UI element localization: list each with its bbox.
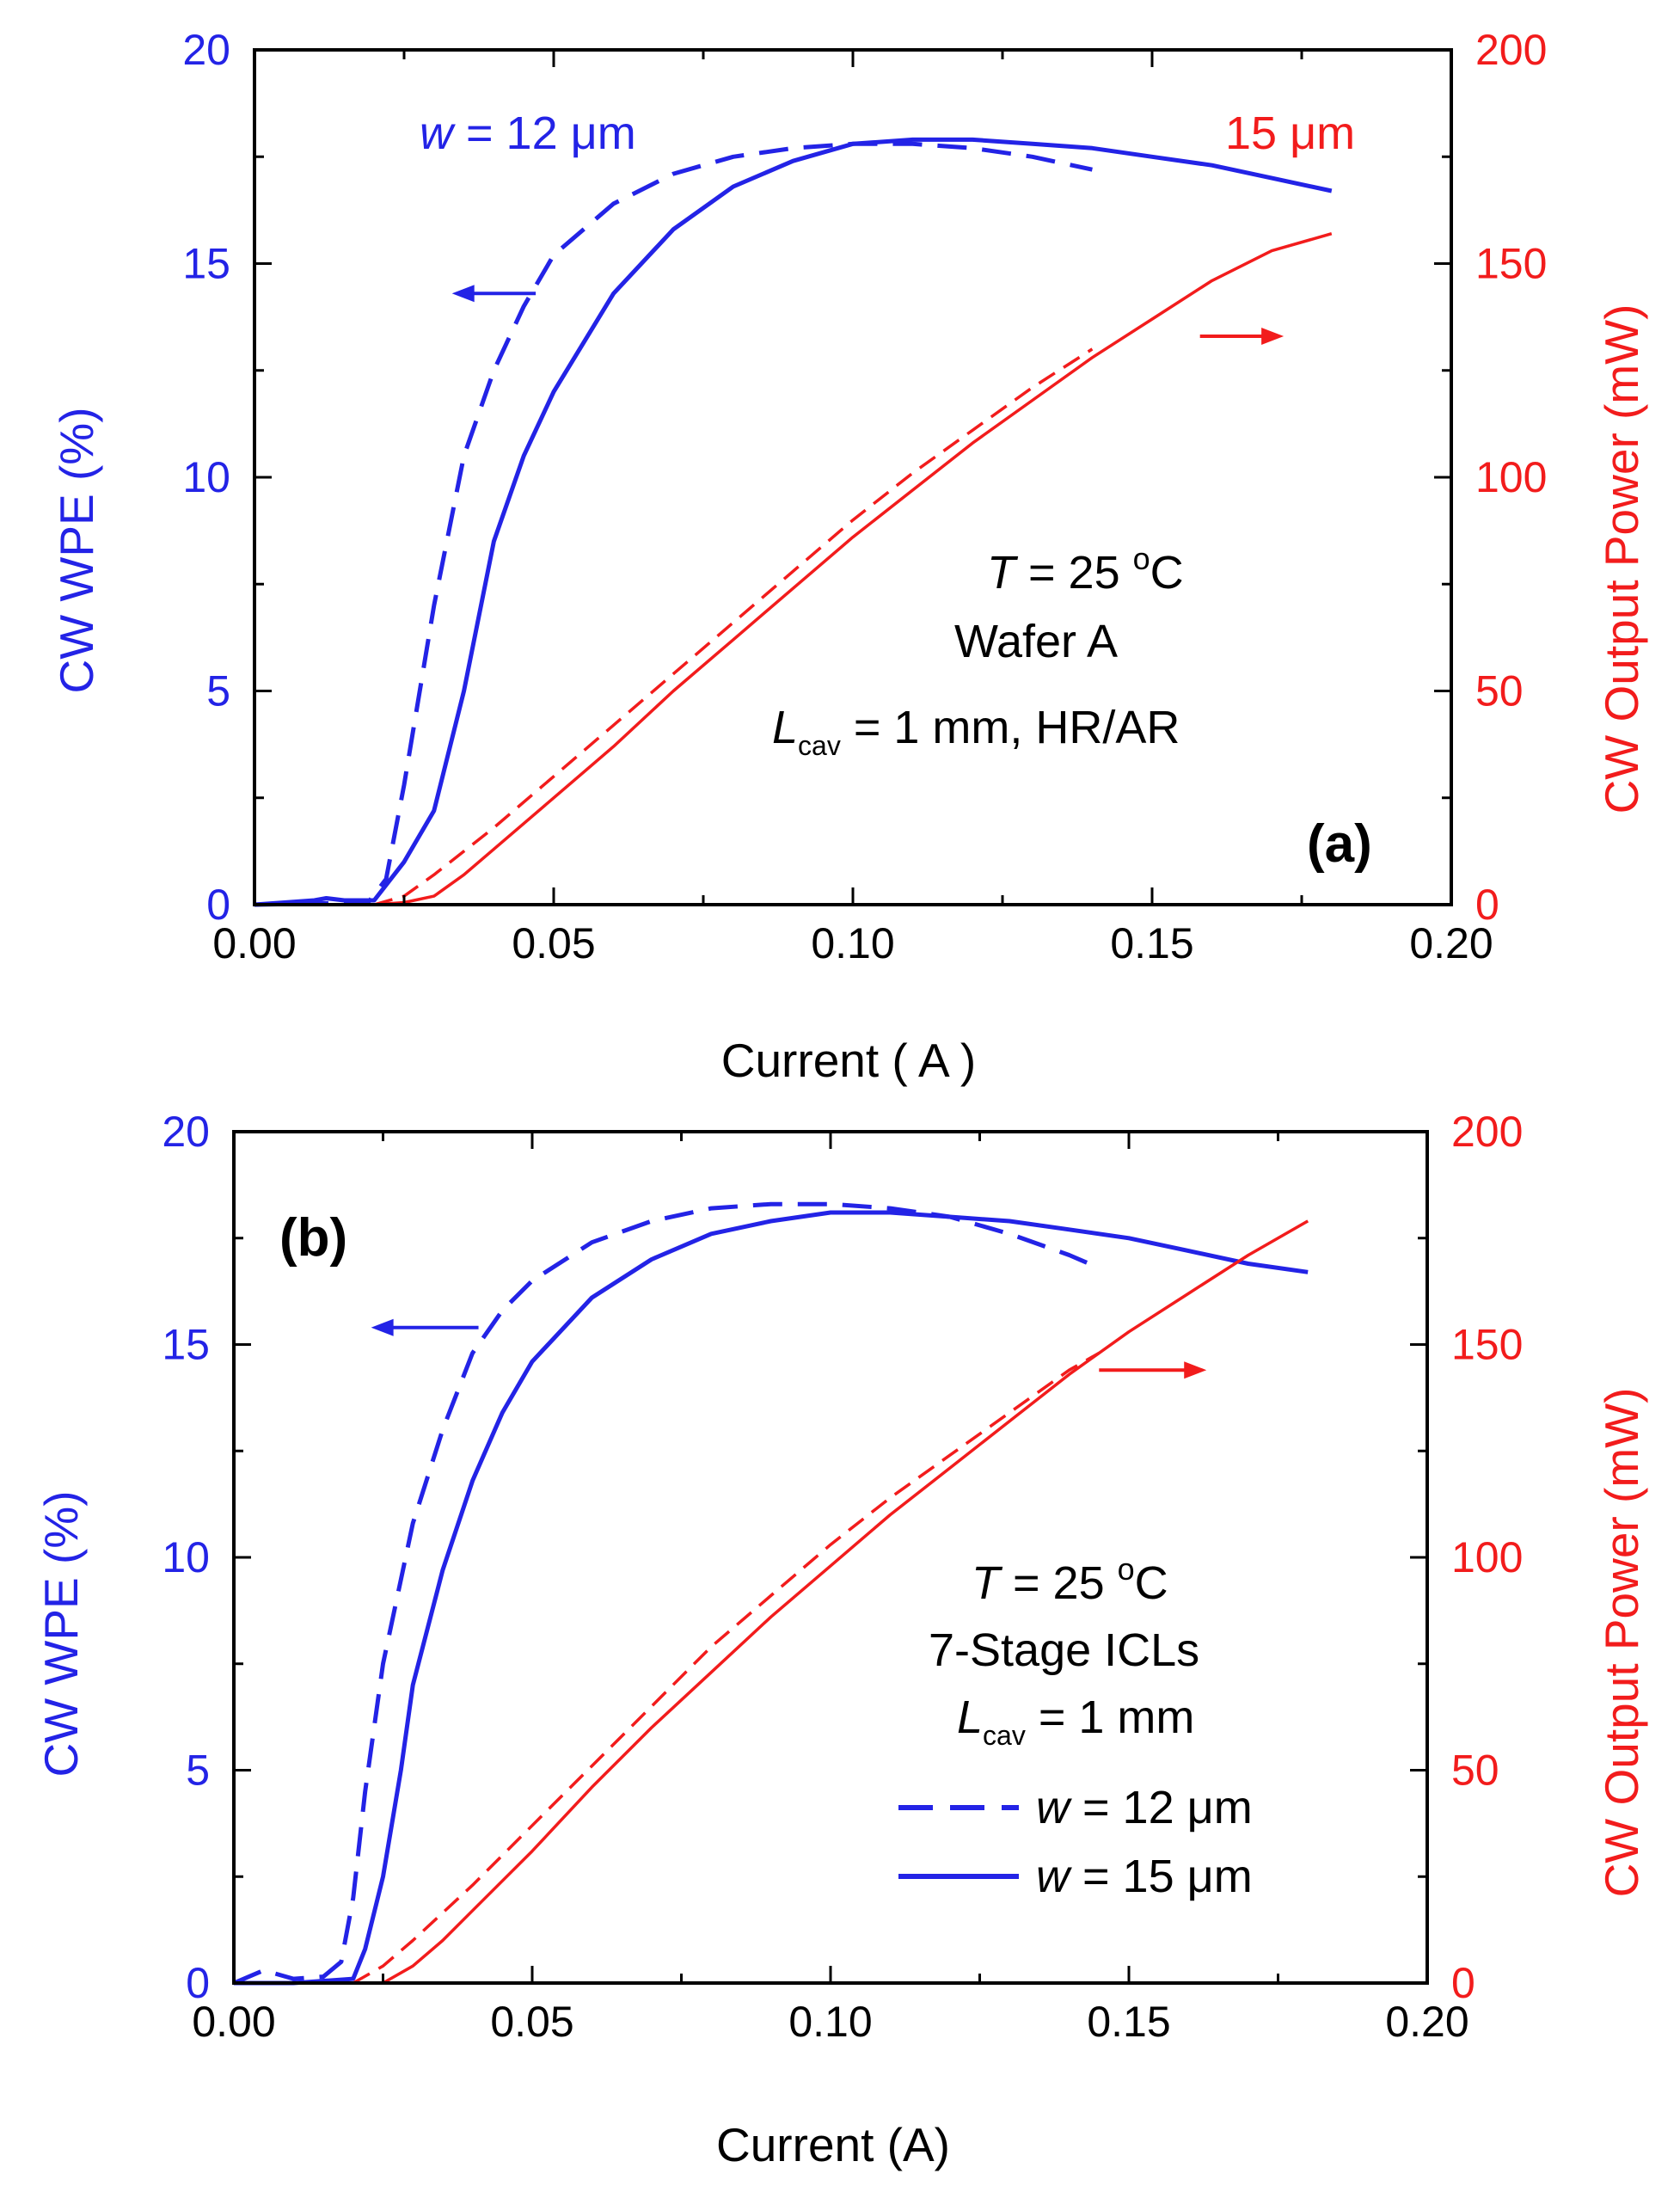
series-line-3 (352, 1351, 1101, 1985)
series-line-4 (382, 1219, 1309, 1985)
right-axis-arrow-icon (1199, 327, 1285, 345)
panel-a-x-axis-title: Current ( A ) (721, 1034, 976, 1087)
series-line-4 (374, 232, 1333, 906)
y-right-tick-label: 100 (1475, 453, 1547, 501)
x-tick-label: 0.05 (512, 919, 595, 967)
y-left-tick-label: 5 (186, 1747, 210, 1795)
x-tick-label: 0.20 (1385, 1998, 1468, 2046)
panel-b-x-tick-labels: 0.00 0.05 0.10 0.15 0.20 (192, 1998, 1468, 2046)
panel-b-y-left-axis-title: CW WPE (%) (34, 1490, 88, 1777)
series-line-1 (233, 1201, 1101, 1986)
series-line-3 (373, 347, 1094, 906)
panel-b-cavity-sub: cav (983, 1720, 1026, 1751)
panel-a-wafer: Wafer A (954, 616, 1118, 667)
x-tick-label: 0.00 (192, 1998, 275, 2046)
y-right-tick-label: 50 (1451, 1747, 1499, 1795)
panel-a-x-tick-labels: 0.00 0.05 0.10 0.15 0.20 (212, 919, 1493, 967)
legend-solid-label: w = 15 μm (1036, 1851, 1253, 1902)
y-right-tick-label: 200 (1475, 26, 1547, 74)
panel-b-y-right-axis-title: CW Output Power (mW) (1595, 1388, 1648, 1898)
x-tick-label: 0.10 (788, 1998, 872, 2046)
panel-a-blue-label-w: w (420, 107, 456, 159)
panel-b-lines (233, 1201, 1309, 1986)
panel-b-cavity: Lcav = 1 mm (957, 1692, 1194, 1751)
panel-b-temp-text: = 25 (1000, 1557, 1118, 1609)
x-tick-label: 0.20 (1409, 919, 1493, 967)
panel-a-cavity: Lcav = 1 mm, HR/AR (772, 702, 1180, 761)
series-line-2 (254, 137, 1333, 907)
panel-a-temperature: T = 25 oC (987, 541, 1184, 599)
series-line-2 (234, 1210, 1309, 1986)
panel-a-y-left-tick-labels: 0 5 10 15 20 (182, 26, 230, 929)
x-tick-label: 0.10 (811, 919, 894, 967)
panel-a-y-right-tick-labels: 0 50 100 150 200 (1475, 26, 1547, 929)
panel-a-cavity-text: = 1 mm, HR/AR (841, 702, 1180, 753)
panel-a: 0.00 0.05 0.10 0.15 0.20 0 5 10 15 20 0 50 100 150 2… (50, 26, 1648, 1087)
x-tick-label: 0.05 (490, 1998, 573, 2046)
panel-a-blue-label-text: = 12 μm (453, 107, 636, 159)
legend-solid-text: = 15 μm (1070, 1851, 1253, 1902)
y-left-tick-label: 10 (182, 453, 230, 501)
panel-a-cavity-L: L (772, 702, 798, 753)
panel-b-arrows (371, 1318, 1207, 1379)
y-left-tick-label: 15 (162, 1321, 210, 1369)
panel-b-ticks (232, 1130, 1429, 1985)
panel-a-cavity-sub: cav (798, 730, 841, 761)
y-right-tick-label: 150 (1475, 240, 1547, 288)
y-right-tick-label: 200 (1451, 1108, 1523, 1156)
panel-a-blue-series-label: w = 12 μm (420, 107, 636, 159)
left-axis-arrow-icon (451, 285, 536, 303)
panel-b-temp-unit: C (1135, 1557, 1168, 1609)
panel-b-legend: w = 12 μm w = 15 μm (898, 1782, 1253, 1902)
panel-a-lines (254, 137, 1333, 907)
panel-a-arrows (451, 285, 1285, 345)
y-left-tick-label: 5 (206, 667, 230, 715)
panel-a-temp-sup: o (1133, 541, 1150, 576)
panel-a-y-left-axis-title: CW WPE (%) (50, 407, 103, 693)
panel-b-label: (b) (279, 1208, 347, 1268)
y-left-tick-label: 20 (182, 26, 230, 74)
panel-b-cavity-L: L (957, 1692, 983, 1743)
y-left-tick-label: 10 (162, 1533, 210, 1581)
left-axis-arrow-icon (371, 1318, 479, 1336)
legend-dashed-w: w (1036, 1782, 1072, 1833)
right-axis-arrow-icon (1099, 1361, 1207, 1379)
y-right-tick-label: 100 (1451, 1533, 1523, 1581)
y-right-tick-label: 0 (1451, 1959, 1475, 2007)
panel-b: 0.00 0.05 0.10 0.15 0.20 0 5 10 15 20 0 50 100 150 2… (34, 1108, 1648, 2171)
panel-b-cavity-text: = 1 mm (1026, 1692, 1195, 1743)
y-left-tick-label: 0 (186, 1959, 210, 2007)
panel-a-temp-text: = 25 (1015, 547, 1133, 599)
y-left-tick-label: 0 (206, 881, 230, 929)
panel-a-temp-unit: C (1150, 547, 1184, 599)
panel-b-x-axis-title: Current (A) (716, 2118, 950, 2171)
panel-a-label: (a) (1307, 814, 1372, 874)
panel-b-y-right-tick-labels: 0 50 100 150 200 (1451, 1108, 1523, 2007)
legend-dashed-text: = 12 μm (1070, 1782, 1253, 1833)
panel-b-stage: 7-Stage ICLs (929, 1624, 1199, 1676)
panel-a-red-series-label: 15 μm (1225, 107, 1355, 159)
panel-a-y-right-axis-title: CW Output Power (mW) (1595, 304, 1648, 814)
x-tick-label: 0.15 (1087, 1998, 1170, 2046)
legend-solid-w: w (1036, 1851, 1072, 1902)
x-tick-label: 0.15 (1110, 919, 1193, 967)
panel-a-ticks (253, 48, 1453, 906)
x-tick-label: 0.00 (212, 919, 296, 967)
series-line-1 (254, 141, 1093, 907)
y-right-tick-label: 50 (1475, 667, 1524, 715)
panel-b-y-left-tick-labels: 0 5 10 15 20 (162, 1108, 210, 2007)
y-left-tick-label: 15 (182, 240, 230, 288)
y-right-tick-label: 150 (1451, 1321, 1523, 1369)
panel-b-temperature: T = 25 oC (972, 1551, 1168, 1609)
legend-dashed-label: w = 12 μm (1036, 1782, 1253, 1833)
y-left-tick-label: 20 (162, 1108, 210, 1156)
panel-a-temp-T: T (987, 547, 1019, 599)
panel-b-temp-sup: o (1118, 1551, 1135, 1587)
panel-b-temp-T: T (972, 1557, 1003, 1609)
y-right-tick-label: 0 (1475, 881, 1499, 929)
